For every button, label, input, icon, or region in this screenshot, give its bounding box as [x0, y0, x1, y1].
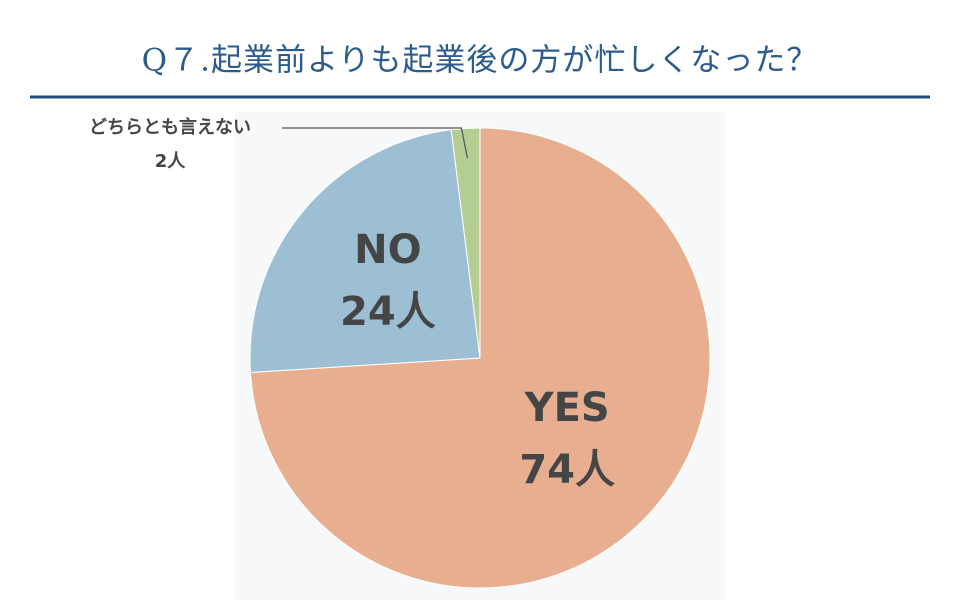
chart-title: Q７.起業前よりも起業後の方が忙しくなった？	[142, 43, 819, 79]
slice-category-label: NO	[354, 227, 421, 273]
slice-category-label: YES	[524, 385, 610, 431]
slice-value-label: 24人	[340, 289, 436, 335]
leader-line	[282, 127, 469, 159]
slice-category-label: どちらとも言えない	[89, 116, 251, 138]
slice-value-label: 74人	[519, 447, 615, 493]
pie-slice	[249, 129, 481, 373]
slice-value-label: 2人	[155, 151, 187, 172]
pie-slice	[450, 127, 481, 359]
